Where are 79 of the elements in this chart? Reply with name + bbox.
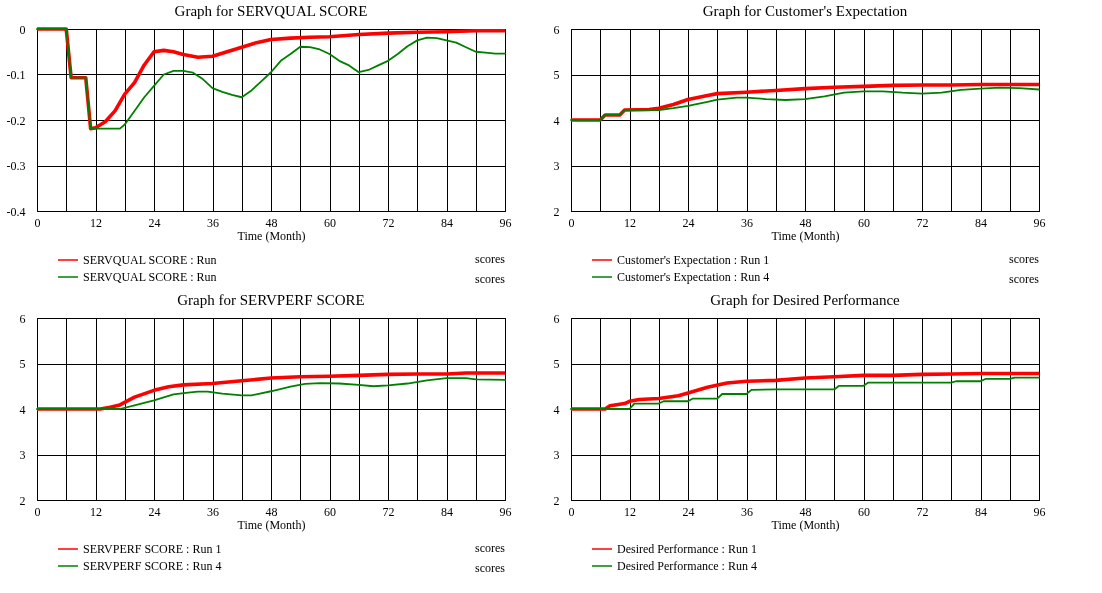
x-tick-label: 12 (624, 215, 636, 230)
x-tick-label: 12 (624, 504, 636, 519)
x-tick-label: 36 (207, 504, 219, 519)
x-tick-label: 0 (34, 504, 41, 519)
x-tick-label: 72 (382, 215, 395, 230)
y-tick-label: -0.3 (6, 159, 26, 173)
x-tick-label: 48 (799, 215, 812, 230)
legend-label: Customer's Expectation : Run 4 (617, 270, 770, 284)
x-tick-label: 60 (858, 504, 870, 519)
x-tick-label: 72 (916, 504, 929, 519)
text: scores (475, 561, 506, 575)
x-tick-label: 36 (207, 215, 219, 230)
legend-label: Desired Performance : Run 4 (617, 559, 757, 573)
x-tick-label: 48 (265, 215, 278, 230)
y-tick-label: 3 (553, 448, 560, 462)
x-tick-label: 84 (441, 215, 453, 230)
chart-title: Graph for Desired Performance (710, 292, 901, 308)
x-tick-label: 60 (324, 215, 336, 230)
y-tick-label: 5 (553, 357, 560, 371)
x-tick-label: 96 (1033, 215, 1046, 230)
y-tick-label: -0.2 (6, 113, 26, 128)
y-tick-label: 6 (553, 22, 560, 37)
legend-label: SERVPERF SCORE : Run 1 (83, 542, 222, 556)
x-tick-label: 60 (324, 504, 336, 519)
y-tick-label: 2 (553, 204, 560, 219)
x-tick-label: 84 (441, 504, 453, 519)
y-tick-label: 6 (553, 311, 560, 326)
x-tick-label: 36 (741, 504, 753, 519)
text: scores (1009, 272, 1040, 286)
chart-title: Graph for Customer's Expectation (702, 3, 908, 19)
legend-label: Desired Performance : Run 1 (617, 542, 757, 556)
x-tick-label: 84 (975, 504, 987, 519)
text: scores (475, 541, 506, 555)
y-tick-label: -0.1 (6, 68, 26, 82)
x-axis-title: Time (Month) (771, 228, 840, 243)
x-tick-label: 96 (1033, 504, 1046, 519)
x-tick-label: 0 (34, 215, 41, 230)
y-tick-label: 6 (19, 311, 26, 326)
chart-title: Graph for SERVQUAL SCORE (174, 3, 368, 19)
legend-label: SERVQUAL SCORE : Run (83, 270, 217, 284)
x-tick-label: 72 (382, 504, 395, 519)
y-tick-label: 5 (19, 357, 26, 371)
y-tick-label: 2 (19, 493, 26, 508)
line-series (36, 377, 506, 410)
x-axis-title: Time (Month) (237, 517, 306, 532)
y-tick-label: 3 (19, 448, 26, 462)
x-tick-label: 0 (568, 215, 575, 230)
x-tick-label: 48 (265, 504, 278, 519)
x-tick-label: 12 (90, 504, 102, 519)
y-tick-label: 5 (553, 68, 560, 82)
x-tick-label: 24 (682, 215, 695, 230)
y-tick-label: -0.4 (6, 204, 26, 219)
y-tick-label: 3 (553, 159, 560, 173)
y-tick-label: 4 (553, 113, 560, 128)
x-axis-title: Time (Month) (237, 228, 306, 243)
x-tick-label: 96 (499, 504, 512, 519)
x-tick-label: 60 (858, 215, 870, 230)
x-tick-label: 96 (499, 215, 512, 230)
x-tick-label: 24 (682, 504, 695, 519)
text: scores (475, 272, 506, 286)
x-tick-label: 36 (741, 215, 753, 230)
x-axis-title: Time (Month) (771, 517, 840, 532)
x-tick-label: 12 (90, 215, 102, 230)
x-tick-label: 24 (148, 504, 161, 519)
text: scores (1009, 252, 1040, 266)
x-tick-label: 72 (916, 215, 929, 230)
chart-title: Graph for SERVPERF SCORE (177, 292, 365, 308)
x-tick-label: 24 (148, 215, 161, 230)
y-tick-label: 2 (553, 493, 560, 508)
x-tick-label: 48 (799, 504, 812, 519)
y-tick-label: 4 (19, 402, 26, 417)
legend-label: SERVQUAL SCORE : Run (83, 253, 217, 267)
y-tick-label: 4 (553, 402, 560, 417)
x-tick-label: 84 (975, 215, 987, 230)
y-tick-label: 0 (19, 22, 26, 37)
text: scores (475, 252, 506, 266)
legend-label: Customer's Expectation : Run 1 (617, 253, 770, 267)
x-tick-label: 0 (568, 504, 575, 519)
legend-label: SERVPERF SCORE : Run 4 (83, 559, 222, 573)
